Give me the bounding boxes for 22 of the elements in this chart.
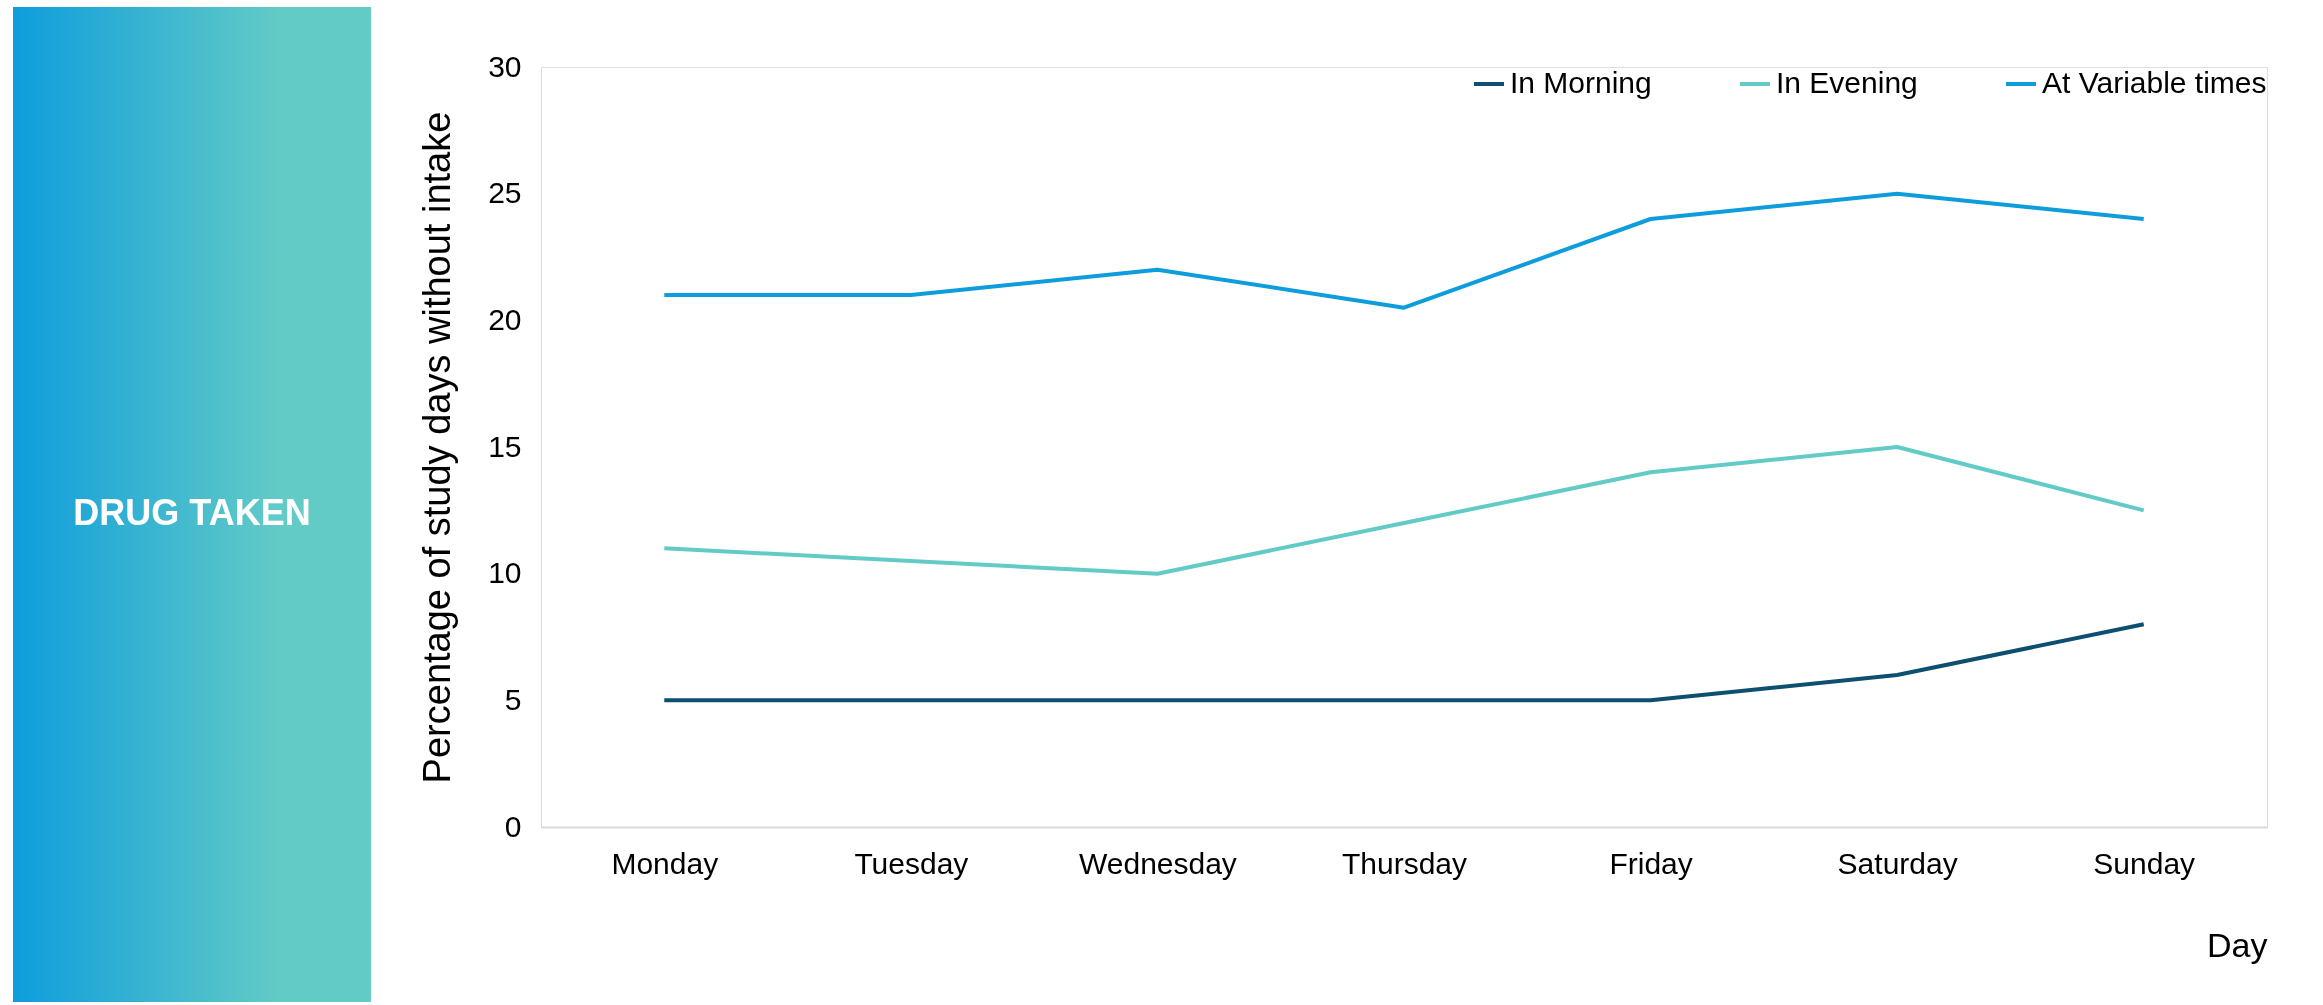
y-tick-label: 25 xyxy=(488,176,522,210)
legend-label: In Morning xyxy=(1510,66,1652,99)
legend-label: At Variable times xyxy=(2042,66,2267,99)
x-tick-label: Thursday xyxy=(1341,846,1468,880)
x-tick-label: Sunday xyxy=(2093,846,2196,880)
y-tick-label: 10 xyxy=(488,556,522,590)
line-series xyxy=(662,191,2146,310)
x-axis-title: Day xyxy=(2207,925,2268,964)
x-tick-label: Tuesday xyxy=(854,846,969,880)
text: DRUG TAKEN xyxy=(73,492,311,533)
line-series xyxy=(662,445,2146,576)
y-tick-label: 0 xyxy=(504,809,522,843)
x-tick-label: Wednesday xyxy=(1078,846,1237,880)
y-tick-label: 15 xyxy=(488,429,522,463)
x-tick-label: Monday xyxy=(611,846,719,880)
y-axis-title: Percentage of study days without intake xyxy=(416,111,459,784)
y-tick-label: 5 xyxy=(504,682,522,716)
legend-label: In Evening xyxy=(1776,66,1918,99)
x-tick-label: Friday xyxy=(1609,846,1693,880)
y-tick-label: 20 xyxy=(488,302,522,336)
y-tick-label: 30 xyxy=(488,49,522,83)
x-tick-label: Saturday xyxy=(1837,846,1958,880)
